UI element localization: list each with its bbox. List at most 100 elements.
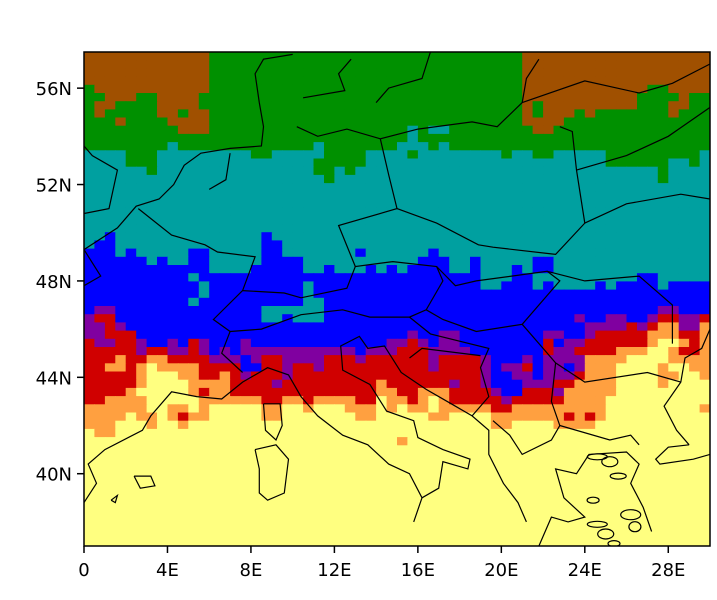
field-cell: [657, 232, 669, 241]
field-cell: [84, 502, 95, 512]
field-cell: [324, 224, 335, 233]
field-cell: [511, 461, 523, 471]
field-cell: [167, 445, 179, 455]
field-cell: [250, 527, 262, 536]
field-cell: [522, 461, 534, 471]
field-cell: [209, 150, 221, 160]
field-cell: [668, 273, 680, 282]
field-cell: [84, 355, 95, 364]
field-cell: [595, 453, 607, 463]
field-cell: [459, 445, 471, 455]
field-cell: [125, 404, 137, 414]
field-cell: [710, 77, 717, 86]
field-cell: [501, 174, 513, 184]
field-cell: [511, 158, 523, 168]
field-cell: [490, 84, 502, 94]
field-cell: [605, 68, 617, 78]
field-cell: [157, 420, 168, 430]
field-cell: [355, 478, 367, 487]
field-cell: [699, 371, 710, 381]
field-cell: [240, 297, 252, 307]
field-cell: [470, 93, 481, 102]
field-cell: [177, 347, 189, 356]
field-cell: [104, 543, 116, 546]
field-cell: [616, 437, 628, 446]
field-cell: [334, 461, 346, 471]
field-cell: [188, 191, 200, 201]
field-cell: [668, 133, 680, 143]
field-cell: [626, 519, 638, 528]
field-cell: [115, 330, 127, 340]
field-cell: [553, 256, 565, 266]
field-cell: [136, 543, 148, 546]
field-cell: [177, 101, 189, 110]
field-cell: [397, 142, 408, 151]
field-cell: [136, 355, 148, 364]
field-cell: [250, 379, 262, 389]
field-cell: [261, 486, 273, 495]
field-cell: [511, 347, 523, 356]
field-cell: [397, 265, 408, 274]
field-cell: [543, 461, 555, 471]
field-cell: [657, 347, 669, 356]
field-cell: [230, 174, 242, 184]
field-cell: [334, 109, 346, 119]
field-cell: [136, 552, 147, 561]
field-cell: [428, 396, 440, 405]
field-cell: [616, 101, 628, 110]
field-cell: [522, 273, 534, 282]
field-cell: [699, 215, 710, 225]
field-cell: [282, 158, 294, 168]
field-cell: [240, 371, 252, 381]
field-cell: [657, 273, 669, 282]
field-cell: [522, 240, 534, 250]
field-cell: [230, 183, 242, 192]
field-cell: [303, 420, 315, 430]
field-cell: [177, 60, 189, 69]
field-cell: [459, 117, 471, 127]
field-cell: [668, 535, 680, 545]
field-cell: [543, 281, 555, 291]
field-cell: [511, 486, 523, 495]
field-cell: [271, 387, 283, 397]
field-cell: [355, 215, 367, 225]
field-cell: [605, 396, 617, 405]
field-cell: [282, 125, 294, 135]
field-cell: [417, 330, 429, 340]
field-cell: [637, 101, 648, 110]
field-cell: [428, 535, 440, 545]
field-cell: [282, 232, 294, 241]
field-cell: [407, 461, 419, 471]
field-cell: [543, 207, 555, 217]
field-cell: [250, 510, 262, 520]
field-cell: [501, 232, 513, 241]
field-cell: [94, 191, 106, 201]
field-cell: [490, 535, 502, 545]
field-cell: [146, 535, 158, 545]
field-cell: [344, 502, 356, 512]
field-cell: [574, 248, 586, 258]
field-cell: [146, 297, 158, 307]
field-cell: [250, 191, 262, 201]
field-cell: [553, 338, 565, 348]
field-cell: [574, 396, 586, 405]
field-cell: [188, 535, 200, 545]
field-cell: [334, 396, 346, 405]
field-cell: [167, 281, 179, 291]
field-cell: [303, 469, 315, 479]
field-cell: [657, 519, 669, 528]
field-cell: [501, 437, 513, 446]
field-cell: [657, 527, 669, 536]
field-cell: [365, 68, 377, 78]
field-cell: [376, 379, 388, 389]
field-cell: [313, 125, 325, 135]
field-cell: [637, 174, 648, 184]
field-cell: [292, 428, 304, 438]
field-cell: [177, 150, 189, 160]
field-cell: [438, 494, 450, 504]
field-cell: [84, 142, 95, 151]
field-cell: [125, 535, 137, 545]
field-cell: [480, 166, 492, 176]
field-cell: [626, 510, 638, 520]
field-cell: [303, 371, 315, 381]
